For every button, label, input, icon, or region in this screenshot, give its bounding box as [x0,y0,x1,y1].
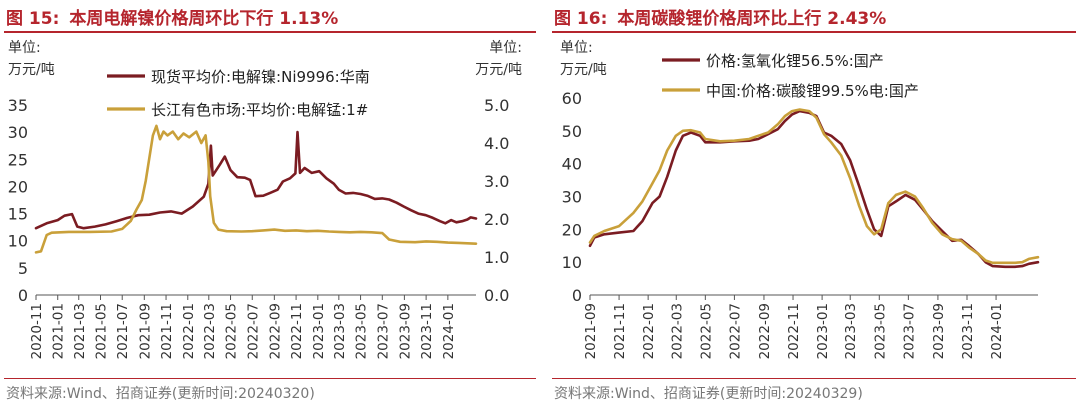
y-tick-label-left: 40 [562,155,582,174]
series-line-1 [34,130,478,230]
x-tick-label: 2021-11 [159,303,175,359]
unit-label-left: 单位: [8,40,41,56]
y-tick-label-left: 25 [8,150,28,169]
x-tick-label: 2021-09 [583,303,599,359]
x-tick-label: 2020-11 [29,303,45,359]
nickel-manganese-chart: 单位: 万元/吨 单位: 万元/吨 0 5 10 15 20 25 30 35 0.0 1.0 2.0 3.0… [8,40,522,359]
x-tick-label: 2023-01 [311,303,327,359]
x-tick-label: 2023-07 [901,303,917,359]
series-line-2 [588,108,1040,265]
x-tick-label: 2024-01 [441,303,457,359]
source-note: 资料来源:Wind、招商证券(更新时间:20240320) [6,386,315,402]
x-tick-label: 2022-05 [698,303,714,359]
y-tick-label-left: 5 [18,259,28,278]
x-tick-label: 2022-07 [245,303,261,359]
y-tick-label-left: 30 [8,123,28,142]
bottom-rule [552,378,1076,379]
y-tick-label-left: 20 [8,177,28,196]
series-line-1 [588,109,1040,269]
x-tick-label: 2023-09 [931,303,947,359]
series-line-2 [34,124,478,254]
figure-title: 图 15: 本周电解镍价格周环比下行 1.13% [6,4,348,29]
source-note: 资料来源:Wind、招商证券(更新时间:20240329) [554,386,863,402]
x-tick-label: 2022-09 [267,303,283,359]
y-tick-label-right: 4.0 [484,134,509,153]
figure-title: 图 16: 本周碳酸锂价格周环比上行 2.43% [554,4,896,29]
x-tick-label: 2022-03 [202,303,218,359]
figure-16-panel: 图 16: 本周碳酸锂价格周环比上行 2.43% 单位: 万元/吨 0 10 20 30 40… [548,0,1080,407]
x-tick-label: 2022-01 [181,303,197,359]
y-tick-label-left: 10 [8,232,28,251]
x-tick-label: 2023-09 [397,303,413,359]
unit-label-left: 万元/吨 [8,62,55,78]
x-tick-label: 2021-07 [115,303,131,359]
y-tick-label-left: 10 [562,253,582,272]
y-tick-label-right: 3.0 [484,172,509,191]
y-tick-label-left: 20 [562,220,582,239]
x-tick-label: 2023-01 [815,303,831,359]
y-tick-label-right: 5.0 [484,96,509,115]
x-tick-label: 2023-05 [354,303,370,359]
x-tick-label: 2022-03 [669,303,685,359]
legend-label: 中国:价格:碳酸锂99.5%电:国产 [706,82,919,100]
y-tick-label-left: 15 [8,205,28,224]
legend-label: 长江有色市场:平均价:电解锰:1# [151,101,368,119]
bottom-rule [4,378,536,379]
y-tick-label-left: 35 [8,96,28,115]
unit-label-left: 单位: [560,40,593,56]
x-tick-label: 2022-11 [289,303,305,359]
figure-number: 图 16: [554,9,608,29]
x-tick-label: 2023-11 [960,303,976,359]
x-tick-label: 2021-11 [612,303,628,359]
x-tick-label: 2022-07 [727,303,743,359]
y-tick-label-right: 0.0 [484,286,509,305]
x-tick-label: 2024-01 [989,303,1005,359]
x-tick-label: 2023-07 [375,303,391,359]
y-tick-label-left: 30 [562,188,582,207]
x-tick-label: 2021-01 [51,303,67,359]
y-tick-label-left: 50 [562,122,582,141]
unit-label-right: 万元/吨 [475,62,522,78]
title-rule [552,31,1076,33]
unit-label-left: 万元/吨 [560,62,607,78]
x-tick-label: 2021-05 [93,303,109,359]
x-tick-label: 2022-05 [224,303,240,359]
figure-title-text: 本周电解镍价格周环比下行 1.13% [69,9,339,29]
x-tick-label: 2023-03 [332,303,348,359]
x-tick-label: 2021-03 [72,303,88,359]
figure-title-text: 本周碳酸锂价格周环比上行 2.43% [617,9,887,29]
figure-15-panel: 图 15: 本周电解镍价格周环比下行 1.13% 单位: 万元/吨 单位: 万元/吨 0 5… [4,4,536,402]
y-tick-label-right: 1.0 [484,248,509,267]
x-tick-label: 2022-11 [786,303,802,359]
x-tick-label: 2022-09 [757,303,773,359]
x-tick-label: 2022-01 [641,303,657,359]
y-tick-label-right: 2.0 [484,210,509,229]
x-tick-label: 2023-03 [843,303,859,359]
x-tick-label: 2023-11 [419,303,435,359]
y-tick-label-left: 0 [572,286,582,305]
figure-number: 图 15: [6,9,60,29]
title-rule [4,31,536,33]
y-tick-label-left: 0 [18,286,28,305]
lithium-chart: 单位: 万元/吨 0 10 20 30 40 50 60 2021-09 2021-11 2022-0… [560,40,1040,359]
y-tick-label-left: 60 [562,89,582,108]
unit-label-right: 单位: [489,40,522,56]
legend-label: 现货平均价:电解镍:Ni9996:华南 [151,68,370,86]
legend-label: 价格:氢氧化锂56.5%:国产 [706,52,884,70]
x-tick-label: 2023-05 [872,303,888,359]
x-tick-label: 2021-09 [137,303,153,359]
